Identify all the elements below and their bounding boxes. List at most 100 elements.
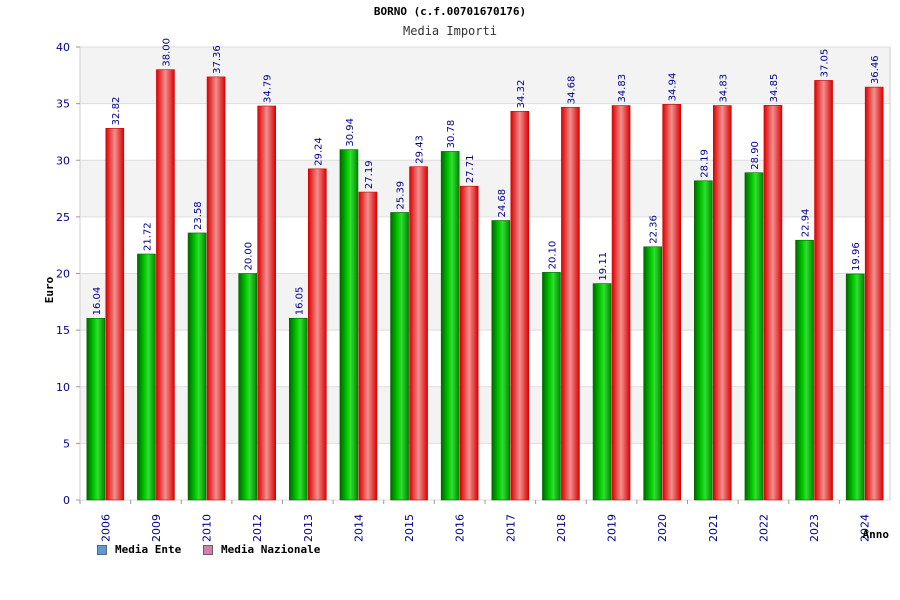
bar-media-ente: [592, 283, 612, 501]
bar-media-ente: [137, 253, 156, 501]
legend-swatch-media-ente: [97, 544, 107, 555]
y-tick-label: 30: [56, 154, 70, 167]
legend-item-media-ente: Media Ente: [97, 543, 181, 556]
bar-value-label: 29.24: [313, 137, 324, 166]
chart-subtitle: Media Importi: [403, 24, 497, 38]
bar-value-label: 34.85: [769, 74, 780, 103]
bar-media-nazionale: [864, 86, 884, 501]
y-axis-label: Euro: [43, 276, 56, 303]
bar-media-ente: [845, 273, 865, 501]
bar-value-label: 27.71: [465, 155, 476, 184]
bar-value-label: 19.96: [851, 242, 862, 271]
bar-value-label: 28.19: [699, 149, 710, 178]
bar-value-label: 34.32: [516, 80, 527, 109]
bar-media-nazionale: [409, 166, 428, 501]
bar-media-nazionale: [156, 69, 175, 501]
x-tick-label: 2022: [757, 514, 770, 542]
bar-value-label: 28.90: [750, 141, 761, 170]
bar-value-label: 22.36: [649, 215, 660, 244]
y-tick-label: 20: [56, 268, 70, 281]
bar-media-nazionale: [459, 185, 479, 501]
bar-media-nazionale: [206, 76, 226, 501]
y-tick-label: 5: [63, 437, 70, 450]
bar-value-label: 23.58: [193, 201, 204, 230]
bar-media-ente: [542, 272, 561, 501]
x-tick-label: 2020: [656, 514, 669, 542]
bar-value-label: 27.19: [364, 160, 375, 189]
bar-value-label: 20.10: [547, 241, 558, 270]
y-tick-label: 25: [56, 211, 70, 224]
bar-value-label: 30.94: [345, 118, 356, 147]
bar-media-nazionale: [308, 168, 327, 501]
bar-media-ente: [744, 172, 764, 501]
legend-label-media-nazionale: Media Nazionale: [221, 543, 321, 556]
bar-value-label: 34.83: [617, 74, 628, 103]
legend-label-media-ente: Media Ente: [115, 543, 182, 556]
x-tick-label: 2016: [454, 514, 467, 542]
bar-media-nazionale: [561, 106, 580, 501]
x-tick-label: 2019: [606, 514, 619, 542]
bar-media-ente: [289, 317, 308, 501]
legend-item-media-nazionale: Media Nazionale: [203, 543, 320, 556]
bar-media-ente: [440, 151, 460, 501]
x-tick-label: 2012: [251, 514, 264, 542]
bar-value-label: 16.05: [294, 287, 305, 316]
bar-media-ente: [187, 232, 207, 501]
bar-media-nazionale: [510, 111, 530, 501]
bar-media-nazionale: [257, 105, 276, 501]
bar-value-label: 29.43: [415, 135, 426, 164]
bar-value-label: 19.11: [598, 252, 609, 281]
bar-media-nazionale: [763, 105, 783, 501]
bar-value-label: 34.83: [718, 74, 729, 103]
x-tick-label: 2015: [403, 514, 416, 542]
bar-media-ente: [643, 246, 662, 501]
bar-media-nazionale: [105, 128, 125, 501]
chart-title: BORNO (c.f.00701670176): [373, 5, 527, 18]
bar-value-label: 32.82: [111, 97, 122, 126]
bar-value-label: 22.94: [801, 209, 812, 238]
x-tick-label: 2009: [150, 514, 163, 542]
y-tick-label: 15: [56, 324, 70, 337]
bar-media-ente: [390, 212, 409, 501]
bar-value-label: 30.78: [446, 120, 457, 149]
bar-value-label: 21.72: [142, 222, 153, 251]
bar-value-label: 24.68: [497, 189, 508, 218]
bar-value-label: 25.39: [396, 181, 407, 210]
x-axis-label: Anno: [863, 528, 890, 541]
bar-value-label: 38.00: [161, 38, 172, 67]
bar-value-label: 34.79: [263, 74, 274, 103]
x-tick-label: 2013: [302, 514, 315, 542]
bar-media-nazionale: [358, 191, 378, 501]
bar-value-label: 37.36: [212, 45, 223, 74]
bar-media-ente: [694, 180, 713, 501]
x-tick-label: 2023: [808, 514, 821, 542]
bar-media-nazionale: [713, 105, 732, 501]
bar-value-label: 34.68: [566, 76, 577, 105]
y-tick-label: 0: [63, 494, 70, 507]
bar-media-ente: [491, 220, 511, 501]
y-tick-label: 40: [56, 41, 70, 54]
bar-media-ente: [86, 318, 106, 501]
x-tick-label: 2018: [555, 514, 568, 542]
x-tick-label: 2010: [201, 514, 214, 542]
bar-value-label: 34.94: [668, 73, 679, 102]
x-tick-label: 2017: [504, 514, 517, 542]
bar-media-nazionale: [611, 105, 631, 501]
legend-swatch-media-nazionale: [203, 544, 213, 555]
bar-media-nazionale: [662, 104, 681, 501]
y-tick-label: 10: [56, 381, 70, 394]
bar-value-label: 20.00: [244, 242, 255, 271]
bar-media-ente: [795, 239, 814, 501]
bar-value-label: 16.04: [92, 287, 103, 316]
x-tick-label: 2006: [99, 514, 112, 542]
x-tick-label: 2014: [352, 514, 365, 542]
bar-media-ente: [339, 149, 359, 501]
x-tick-label: 2024: [859, 514, 872, 542]
y-tick-label: 35: [56, 98, 70, 111]
bar-media-nazionale: [814, 80, 833, 501]
bar-media-ente: [238, 273, 257, 501]
bar-value-label: 36.46: [870, 55, 881, 84]
x-tick-label: 2021: [707, 514, 720, 542]
bar-value-label: 37.05: [820, 49, 831, 78]
